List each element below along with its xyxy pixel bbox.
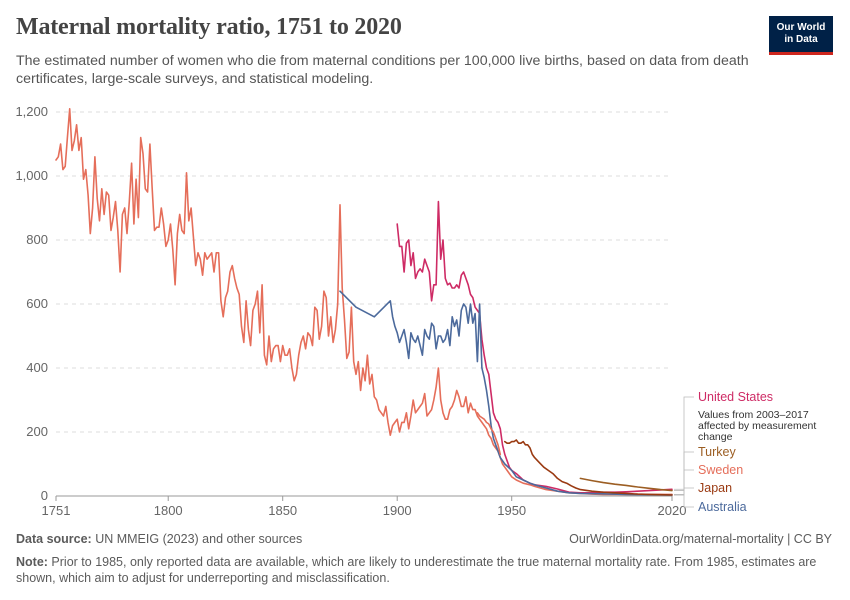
x-tick-label: 1751: [42, 503, 71, 518]
series-line-turkey: [579, 477, 673, 492]
x-tick-label: 1950: [497, 503, 526, 518]
x-tick-label: 2020: [658, 503, 687, 518]
source-url-link[interactable]: OurWorldinData.org/maternal-mortality | …: [569, 532, 832, 546]
series-label-australia: Australia: [698, 500, 747, 514]
series-line-united-states: [396, 200, 673, 494]
y-tick-label: 400: [26, 360, 48, 375]
label-connector: [674, 494, 694, 508]
chart-title: Maternal mortality ratio, 1751 to 2020: [16, 14, 402, 40]
series-label-sweden: Sweden: [698, 463, 743, 477]
series-line-japan: [504, 439, 673, 496]
x-axis-ticks: 1751 1800 1850 1900 1950 2020: [42, 496, 687, 518]
x-tick-label: 1800: [154, 503, 183, 518]
source-label: Data source:: [16, 532, 92, 546]
logo-line-1: Our World: [776, 22, 826, 33]
chart-subtitle: The estimated number of women who die fr…: [16, 53, 749, 87]
series-labels: United States Turkey Sweden Japan Australia V…: [674, 390, 816, 514]
source-text: UN MMEIG (2023) and other sources: [91, 532, 303, 546]
note-text: Prior to 1985, only reported data are av…: [16, 555, 817, 585]
label-connector: [674, 469, 694, 495]
x-tick-label: 1900: [383, 503, 412, 518]
logo-line-2: in Data: [784, 34, 818, 45]
y-tick-label: 0: [41, 488, 48, 503]
annotation-text: change: [698, 431, 733, 443]
y-tick-label: 800: [26, 232, 48, 247]
series-label-turkey: Turkey: [698, 445, 736, 459]
line-chart: 0 200 400 600 800 1,000 1,200 1751 1800 1850 1900…: [15, 104, 816, 518]
annotation-text: Values from 2003–2017: [698, 409, 809, 421]
y-tick-label: 1,000: [15, 168, 48, 183]
y-tick-label: 200: [26, 424, 48, 439]
series-line-sweden: [55, 108, 673, 496]
series-line-sweden-early-segment: [476, 412, 502, 456]
annotation-text: affected by measurement: [698, 420, 816, 432]
series-lines: [55, 108, 673, 496]
chart-note: Note: Prior to 1985, only reported data …: [16, 554, 834, 586]
label-connector: [674, 396, 694, 490]
owid-logo[interactable]: Our World in Data: [769, 16, 833, 55]
data-source: Data source: UN MMEIG (2023) and other s…: [16, 532, 834, 546]
y-tick-label: 1,200: [15, 104, 48, 119]
series-label-united-states: United States: [698, 390, 773, 404]
x-tick-label: 1850: [268, 503, 297, 518]
series-line-australia: [339, 290, 673, 496]
y-axis-ticks: 0 200 400 600 800 1,000 1,200: [15, 104, 48, 503]
grid-lines: [56, 111, 672, 497]
series-label-japan: Japan: [698, 481, 732, 495]
note-label: Note:: [16, 555, 48, 569]
y-tick-label: 600: [26, 296, 48, 311]
